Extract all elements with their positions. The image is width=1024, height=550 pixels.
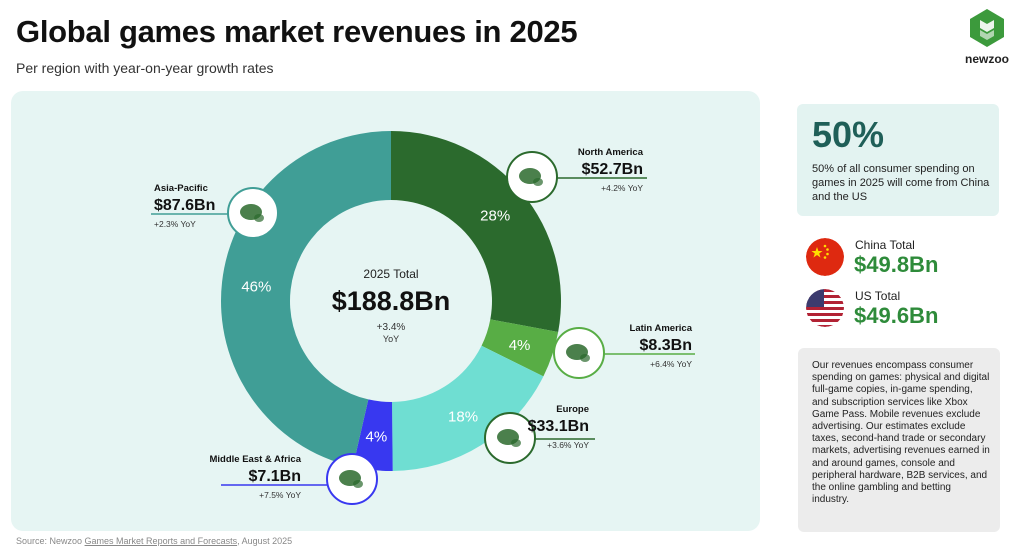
label-name-north-america: North America [578,147,644,158]
label-value-middle-east-and-africa: $7.1Bn [249,468,301,485]
source-prefix: Source: Newzoo [16,536,85,546]
source-link[interactable]: Games Market Reports and Forecasts [84,536,238,546]
label-name-middle-east-and-africa: Middle East & Africa [209,454,301,465]
north-america-map-icon [506,151,558,203]
newzoo-logo-text: newzoo [965,52,1009,66]
label-name-latin-america: Latin America [630,323,693,334]
us-total: US Total $49.6Bn [806,289,1006,333]
label-value-europe: $33.1Bn [528,418,589,435]
methodology-note-text: Our revenues encompass consumer spending… [812,360,990,506]
label-value-latin-america: $8.3Bn [640,337,692,354]
page-title: Global games market revenues in 2025 [16,14,578,49]
china-total-label: China Total [855,238,915,252]
share-highlight-value: 50% [812,114,885,155]
page-subtitle: Per region with year-on-year growth rate… [16,60,274,76]
label-growth-north-america: +4.2% YoY [601,183,643,193]
label-growth-middle-east-and-africa: +7.5% YoY [259,490,301,500]
center-total-growth-unit: YoY [383,334,399,344]
center-total-value: $188.8Bn [332,286,451,316]
europe-map-icon [484,412,536,464]
us-flag-icon [806,289,844,327]
methodology-note: Our revenues encompass consumer spending… [798,348,1000,532]
slice-europe [392,345,544,471]
source-line: Source: Newzoo Games Market Reports and … [16,536,292,546]
center-total-growth: +3.4% [377,322,406,333]
china-total-value: $49.8Bn [854,252,939,277]
center-total-label: 2025 Total [363,267,418,281]
slice-latin-america [481,319,559,377]
label-growth-latin-america: +6.4% YoY [650,359,692,369]
label-name-asia-pacific: Asia-Pacific [154,183,208,194]
slice-middle-east-and-africa [352,399,393,471]
slice-percent-asia-pacific: 46% [241,279,271,296]
label-growth-asia-pacific: +2.3% YoY [154,219,196,229]
slice-percent-north-america: 28% [480,207,510,224]
us-total-label: US Total [855,289,901,303]
africa-map-icon [326,453,378,505]
label-value-asia-pacific: $87.6Bn [154,197,215,214]
china-flag-icon [806,238,844,276]
slice-percent-europe: 18% [448,409,478,426]
slice-percent-latin-america: 4% [509,337,531,354]
source-suffix: , August 2025 [237,536,293,546]
china-total: China Total $49.8Bn [806,238,1006,282]
label-value-north-america: $52.7Bn [582,161,643,178]
latin-america-map-icon [553,327,605,379]
label-name-europe: Europe [556,404,589,415]
share-highlight-card: 50% 50% of all consumer spending on game… [797,104,999,216]
chart-panel: 28% North America $52.7Bn +4.2% YoY 4% Latin … [11,91,760,531]
us-total-value: $49.6Bn [854,303,939,328]
label-growth-europe: +3.6% YoY [547,440,589,450]
newzoo-logo-icon [970,9,1004,47]
share-highlight-text: 50% of all consumer spending on games in… [812,163,990,203]
slice-percent-middle-east-and-africa: 4% [366,429,388,446]
newzoo-logo: newzoo [962,8,1012,70]
slice-north-america [391,131,561,332]
donut-chart: 28% North America $52.7Bn +4.2% YoY 4% Latin … [151,131,695,505]
asia-pacific-map-icon [227,187,279,239]
